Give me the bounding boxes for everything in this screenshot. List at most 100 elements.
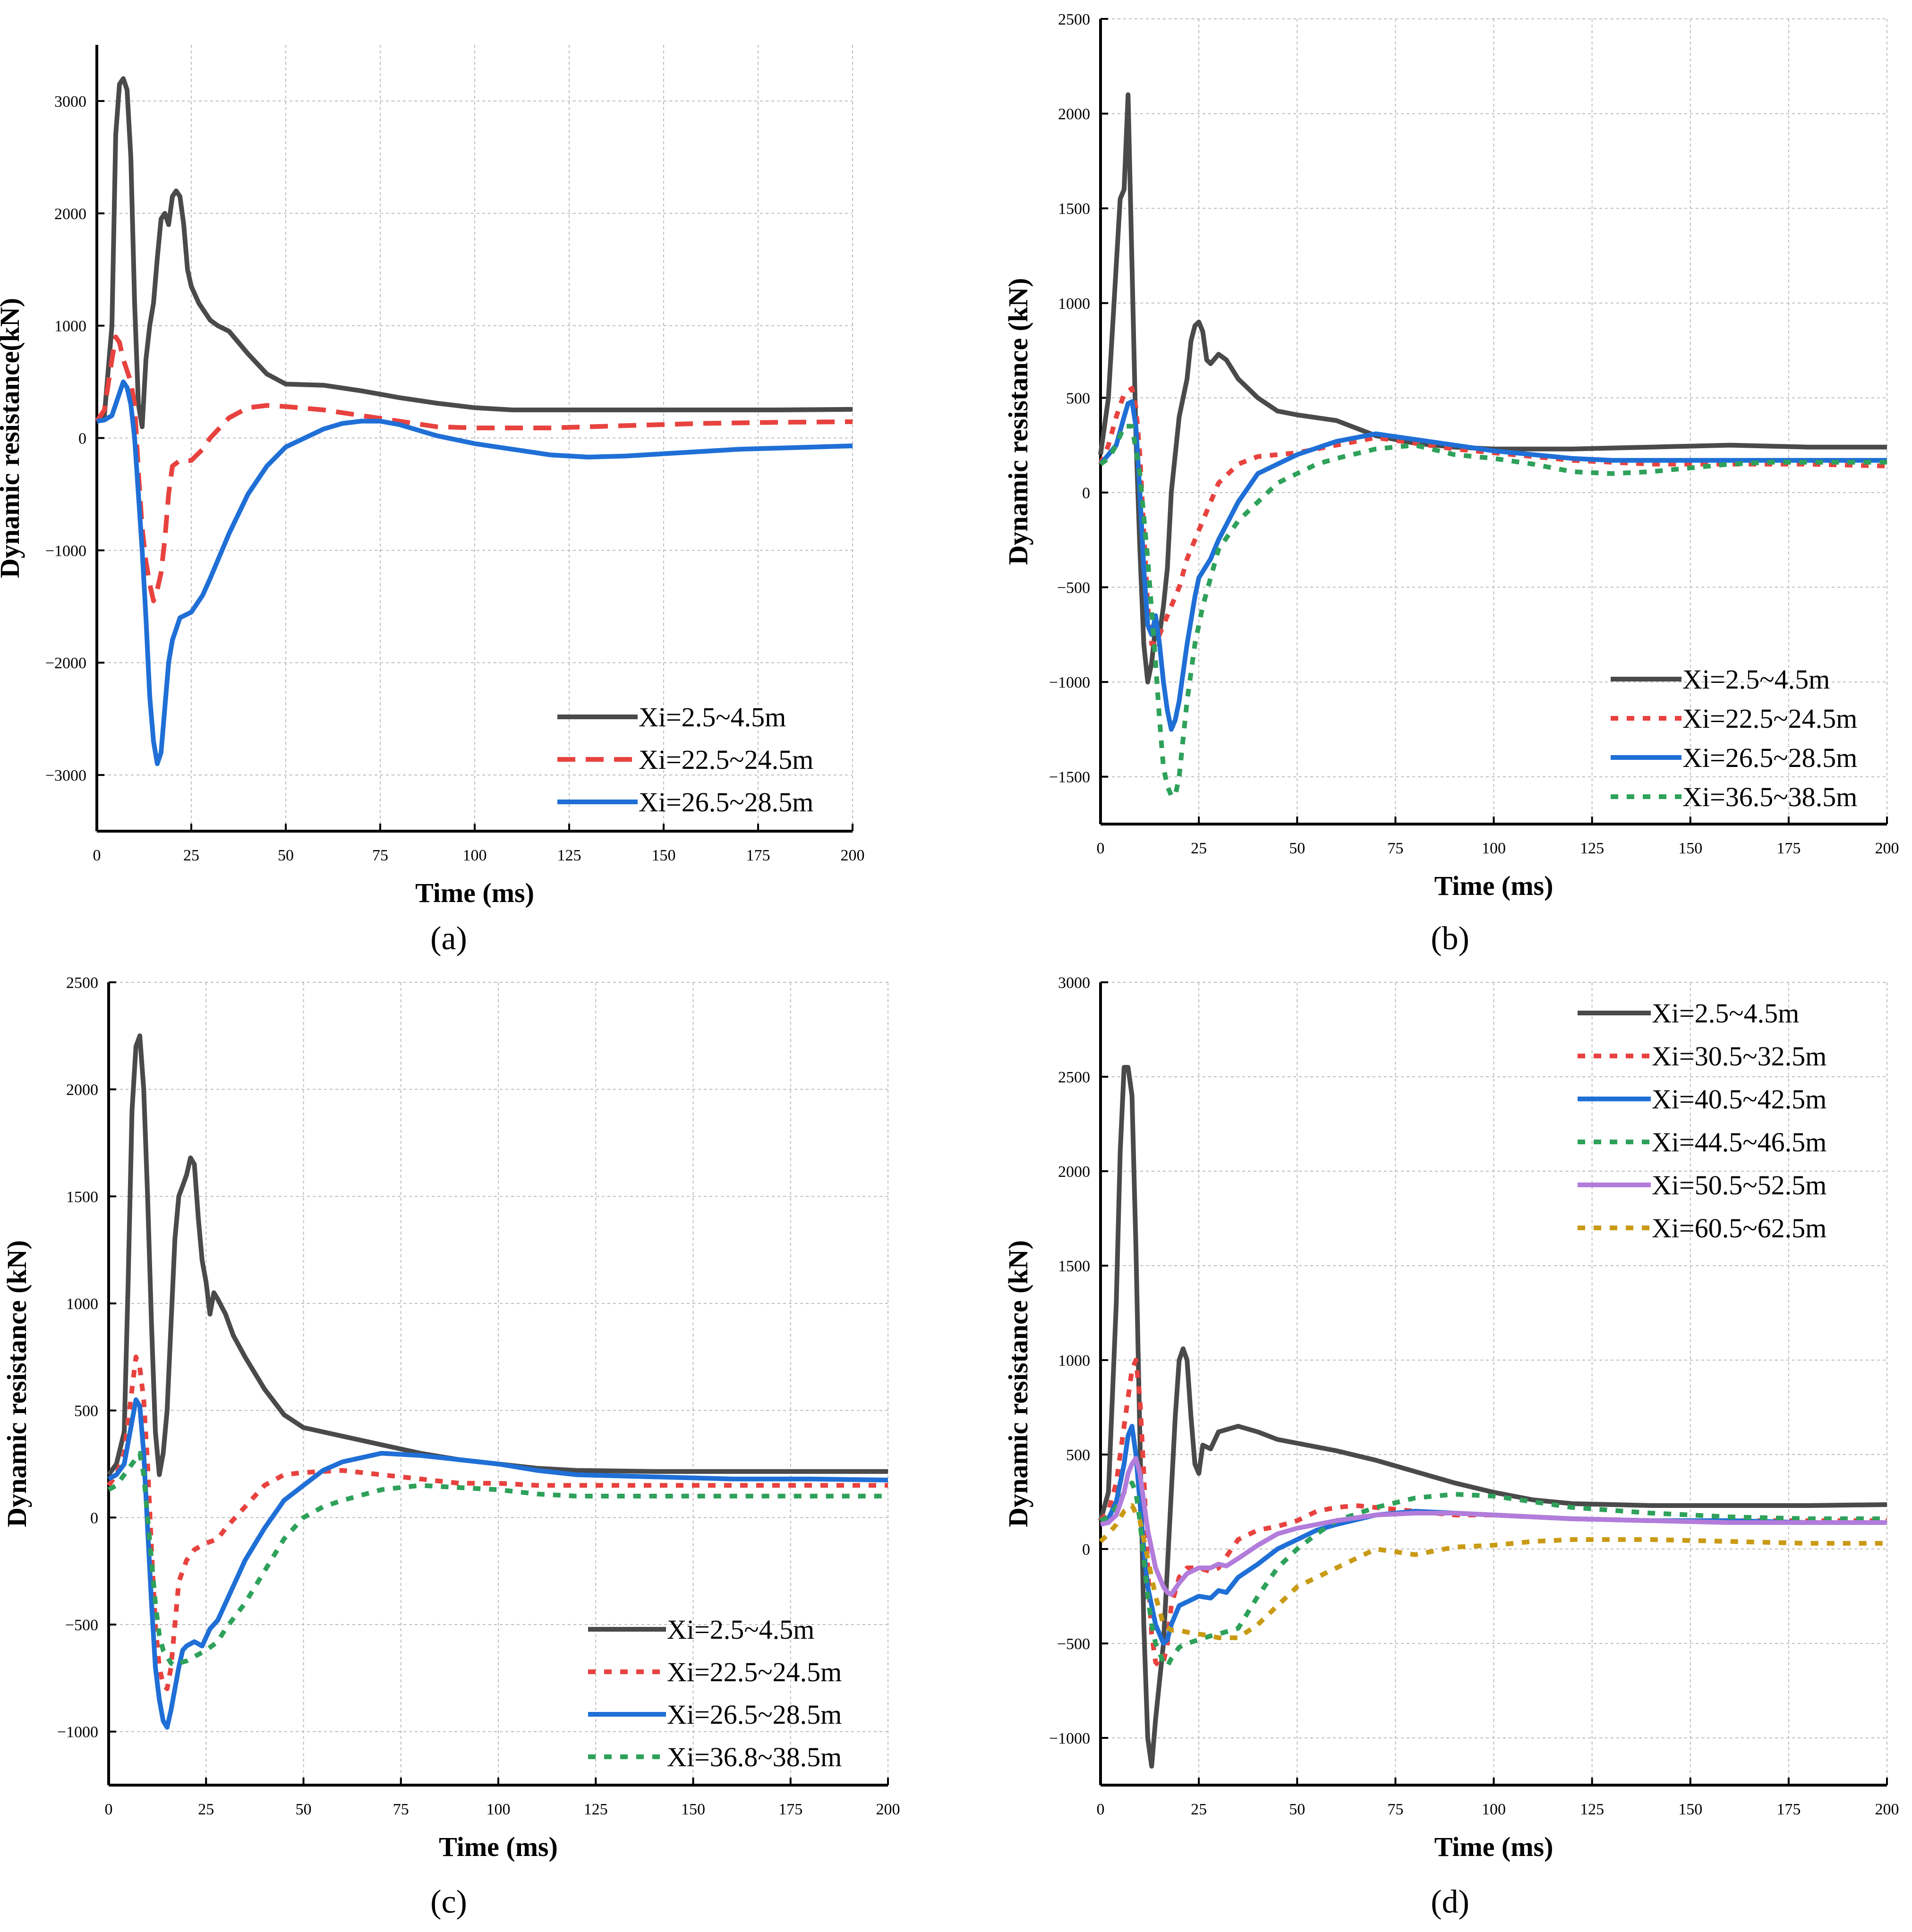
series-line-1 <box>1098 1065 1887 1769</box>
legend: Xi=2.5~4.5m Xi=22.5~24.5m Xi=26.5~28.5m Xi=… <box>1611 664 1857 812</box>
y-tick-label: −500 <box>1057 579 1090 597</box>
legend-label: Xi=30.5~32.5m <box>1652 1041 1827 1072</box>
x-tick-label: 150 <box>1678 1801 1702 1818</box>
y-tick-label: 0 <box>90 1509 98 1527</box>
y-tick-label: 2000 <box>66 1081 98 1099</box>
x-tick-label: 175 <box>1776 840 1801 857</box>
y-tick-label: 2000 <box>54 205 86 223</box>
x-tick-label: 150 <box>681 1801 705 1818</box>
grid <box>109 982 888 1785</box>
x-tick-label: 0 <box>1097 840 1105 857</box>
y-tick-label: 2500 <box>1058 11 1090 28</box>
y-tick-label: 0 <box>78 430 86 448</box>
x-axis-title: Time (ms) <box>439 1831 558 1862</box>
x-tick-label: 200 <box>1875 840 1899 857</box>
grid <box>1101 982 1887 1785</box>
y-tick-label: −2000 <box>45 655 86 672</box>
y-tick-label: −1000 <box>45 542 86 560</box>
x-axis-title: Time (ms) <box>1434 870 1554 901</box>
x-tick-label: 100 <box>1482 1801 1506 1818</box>
x-axis-title: Time (ms) <box>1434 1831 1554 1862</box>
x-tick-label: 175 <box>1776 1801 1801 1818</box>
legend: Xi=2.5~4.5m Xi=22.5~24.5m Xi=26.5~28.5m Xi=… <box>588 1614 842 1772</box>
grid <box>97 45 853 831</box>
x-tick-label: 75 <box>393 1801 409 1818</box>
series-line-4 <box>1099 1481 1887 1668</box>
y-axis-title: Dynamic resistance (kN) <box>1 1240 32 1527</box>
panel-caption: (a) <box>430 920 467 957</box>
x-tick-label: 25 <box>1191 840 1207 857</box>
y-tick-label: 2500 <box>66 974 98 992</box>
legend-label: Xi=22.5~24.5m <box>667 1657 842 1687</box>
legend-label: Xi=36.5~38.5m <box>1682 782 1857 812</box>
legend: Xi=2.5~4.5m Xi=22.5~24.5m Xi=26.5~28.5m <box>557 702 813 817</box>
y-tick-label: 1000 <box>54 318 86 335</box>
y-tick-label: 0 <box>1082 485 1090 502</box>
series-line-2 <box>106 1354 888 1691</box>
legend-label: Xi=2.5~4.5m <box>1682 664 1830 695</box>
y-tick-label: −500 <box>1057 1635 1090 1653</box>
panel-b: 0 25 50 75 100 125 150 175 200 −1500 −1000 −500 0 500… <box>1003 11 1899 957</box>
x-tick-label: 75 <box>1387 1801 1403 1818</box>
legend-label: Xi=26.5~28.5m <box>667 1699 842 1730</box>
y-tick-label: 2000 <box>1058 106 1090 123</box>
x-tick-label: 125 <box>557 847 581 864</box>
legend-label: Xi=2.5~4.5m <box>639 702 786 732</box>
series-line-3 <box>107 1397 888 1730</box>
x-tick-label: 75 <box>372 847 388 864</box>
x-tick-label: 0 <box>93 847 101 864</box>
x-tick-label: 100 <box>1482 840 1506 857</box>
legend-label: Xi=26.5~28.5m <box>1682 742 1857 773</box>
panel-caption: (b) <box>1431 920 1469 957</box>
y-tick-label: −3000 <box>45 767 86 784</box>
y-tick-label: −1000 <box>1049 1730 1090 1747</box>
y-tick-label: 1500 <box>66 1188 98 1206</box>
series-line-5 <box>1100 1456 1887 1597</box>
x-tick-label: 150 <box>1678 840 1702 857</box>
x-tick-label: 200 <box>1875 1801 1899 1818</box>
legend-label: Xi=50.5~52.5m <box>1652 1170 1827 1200</box>
y-tick-label: 1000 <box>66 1295 98 1313</box>
x-tick-label: 25 <box>198 1801 214 1818</box>
x-tick-label: 175 <box>778 1801 802 1818</box>
legend-label: Xi=60.5~62.5m <box>1652 1213 1827 1243</box>
grid <box>1101 18 1887 824</box>
x-tick-label: 175 <box>746 847 770 864</box>
x-tick-label: 125 <box>1580 1801 1604 1818</box>
series-line-2 <box>94 334 853 604</box>
panel-caption: (d) <box>1431 1884 1469 1920</box>
legend-label: Xi=2.5~4.5m <box>1652 998 1799 1029</box>
x-axis-title: Time (ms) <box>415 877 534 908</box>
x-tick-label: 100 <box>487 1801 511 1818</box>
legend-label: Xi=2.5~4.5m <box>667 1614 814 1645</box>
y-tick-label: −1500 <box>1049 769 1090 786</box>
x-tick-label: 50 <box>278 847 294 864</box>
y-tick-label: −1000 <box>1049 674 1090 691</box>
y-axis-title: Dynamic resistance (kN) <box>1003 278 1033 565</box>
series-line-4 <box>107 1451 888 1668</box>
x-tick-label: 25 <box>1191 1801 1207 1818</box>
series-group <box>1098 92 1887 798</box>
x-tick-label: 50 <box>1289 1801 1305 1818</box>
x-tick-label: 200 <box>876 1801 900 1818</box>
series-line-6 <box>1099 1503 1887 1640</box>
y-tick-label: 1500 <box>1058 200 1090 218</box>
y-tick-label: −500 <box>65 1617 98 1634</box>
series-group <box>106 1033 888 1730</box>
y-tick-label: −1000 <box>57 1724 98 1741</box>
y-tick-label: 2000 <box>1058 1163 1090 1181</box>
x-tick-label: 0 <box>105 1801 113 1818</box>
y-tick-label: 0 <box>1082 1541 1090 1558</box>
legend-label: Xi=26.5~28.5m <box>639 787 813 817</box>
y-tick-label: 1000 <box>1058 295 1090 313</box>
x-tick-label: 50 <box>296 1801 312 1818</box>
series-group <box>94 76 853 766</box>
x-tick-label: 125 <box>584 1801 608 1818</box>
y-tick-label: 2500 <box>1058 1069 1090 1086</box>
y-tick-label: 1500 <box>1058 1258 1090 1275</box>
x-tick-label: 100 <box>463 847 487 864</box>
series-group <box>1098 1065 1887 1769</box>
series-line-1 <box>95 76 853 429</box>
x-tick-label: 50 <box>1289 840 1305 857</box>
